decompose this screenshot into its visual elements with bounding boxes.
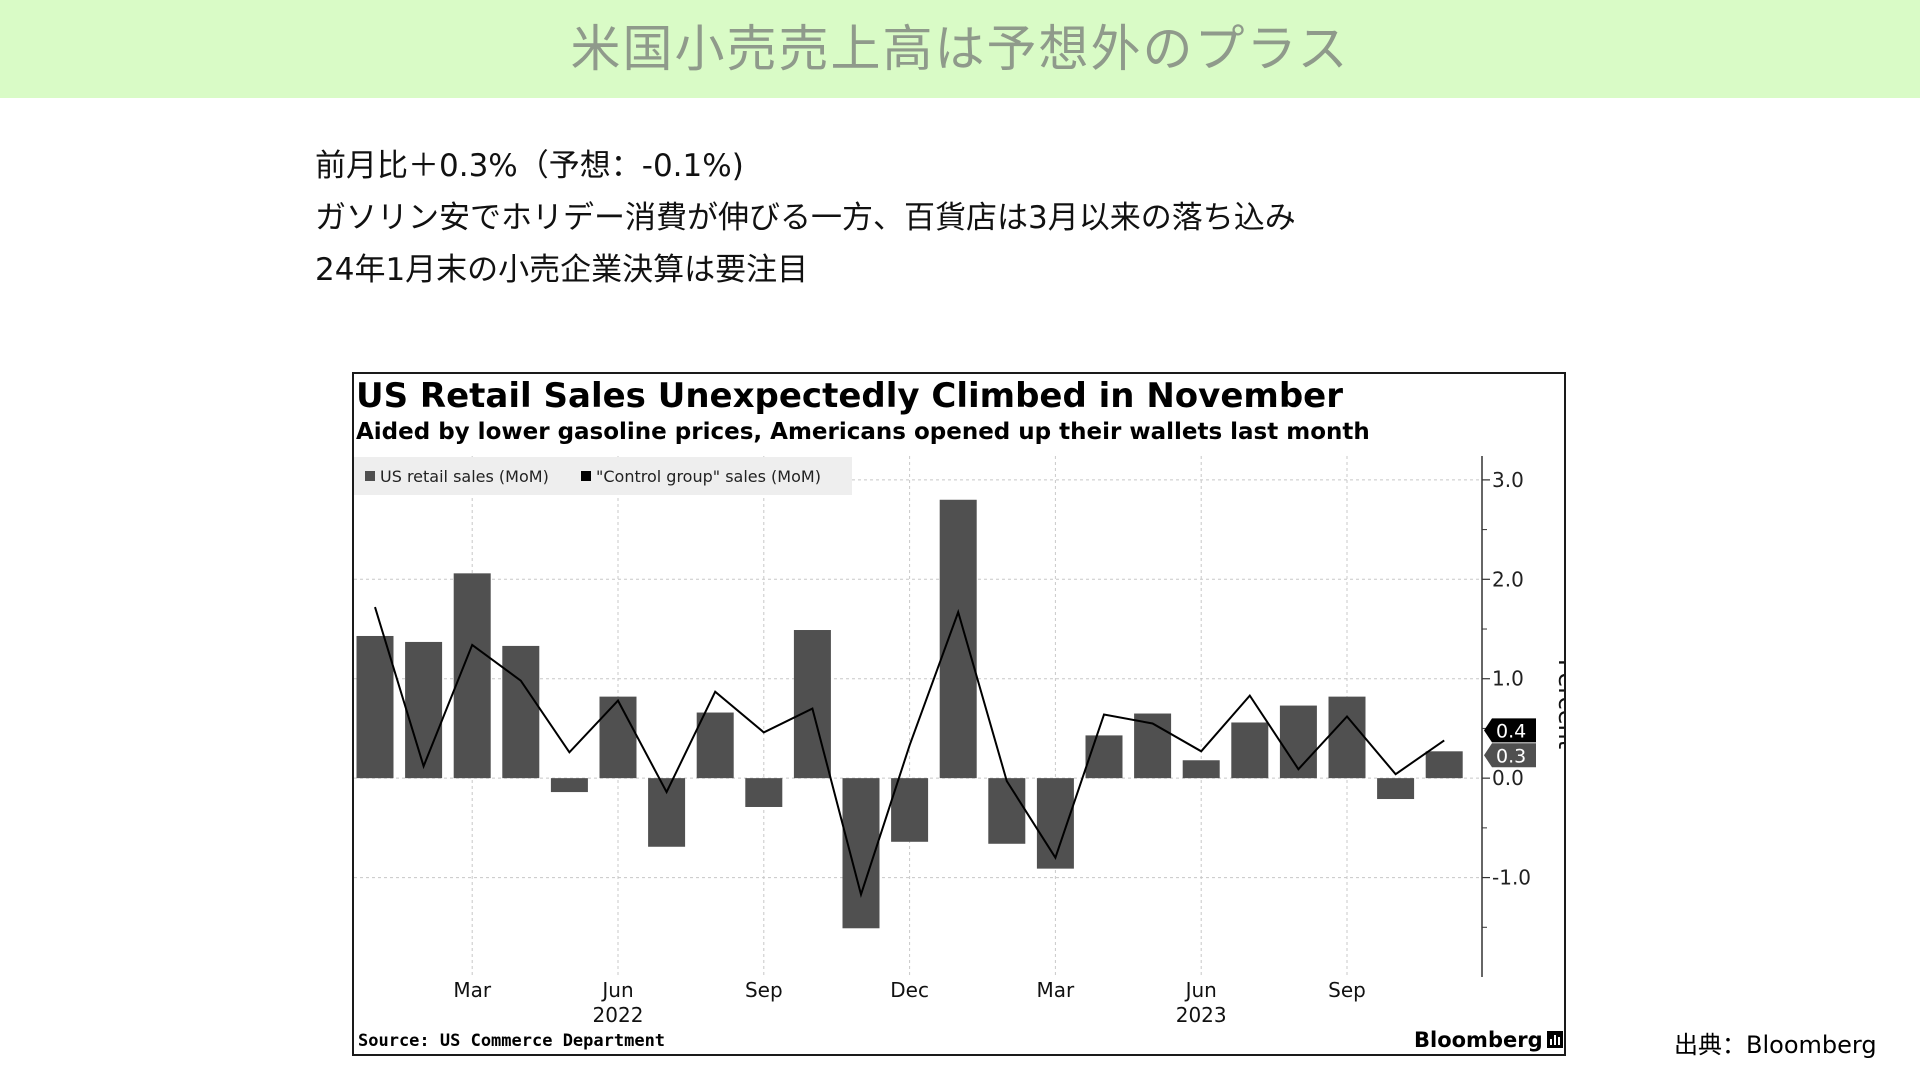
x-tick-label: Jun xyxy=(600,978,633,1002)
end-value-tag xyxy=(1484,743,1536,768)
bar-retail-sales xyxy=(648,778,686,847)
summary-line-1: 前月比＋0.3%（予想：-0.1%) xyxy=(315,148,744,184)
bar-retail-sales xyxy=(599,696,637,779)
x-tick-label: Sep xyxy=(745,978,783,1002)
y-axis-title: Percent xyxy=(1553,659,1564,749)
y-tick-label: 1.0 xyxy=(1492,667,1524,691)
chart-subtitle: Aided by lower gasoline prices, American… xyxy=(356,419,1370,445)
bar-retail-sales xyxy=(356,635,394,779)
x-axis: Mar Jun Sep Dec Mar Jun Sep 2022 2023 xyxy=(453,978,1366,1027)
bar-retail-sales xyxy=(1182,760,1220,779)
end-value-tag xyxy=(1484,718,1536,743)
chart-title: US Retail Sales Unexpectedly Climbed in … xyxy=(356,376,1343,416)
chart-canvas: US retail sales (MoM) "Control group" sa… xyxy=(354,456,1564,1027)
bar-retail-sales xyxy=(1377,778,1415,800)
bar-series xyxy=(356,499,1463,929)
x-tick-label: Dec xyxy=(890,978,929,1002)
x-tick-label: Jun xyxy=(1184,978,1217,1002)
bar-retail-sales xyxy=(1085,735,1123,779)
bar-retail-sales xyxy=(550,778,588,793)
bar-retail-sales xyxy=(502,645,540,779)
slide-title: 米国小売売上高は予想外のプラス xyxy=(570,20,1350,78)
brand-name: Bloomberg xyxy=(1414,1028,1543,1052)
y-tick-label: 2.0 xyxy=(1492,567,1524,591)
end-value-label: 0.4 xyxy=(1496,720,1526,742)
bar-retail-sales xyxy=(1279,705,1317,779)
x-tick-label: Mar xyxy=(453,978,492,1002)
legend: US retail sales (MoM) "Control group" sa… xyxy=(354,457,852,495)
summary-line-2: ガソリン安でホリデー消費が伸びる一方、百貨店は3月以来の落ち込み xyxy=(315,200,1296,236)
legend-label-retail-sales: US retail sales (MoM) xyxy=(380,467,549,486)
legend-background xyxy=(354,457,852,495)
x-year-label: 2023 xyxy=(1176,1003,1227,1027)
legend-swatch-control-group xyxy=(581,471,591,481)
line-series xyxy=(374,606,1445,899)
y-tick-label: 3.0 xyxy=(1492,468,1524,492)
y-tick-label: -1.0 xyxy=(1492,866,1531,890)
bar-retail-sales xyxy=(842,778,880,929)
x-year-label: 2022 xyxy=(593,1003,644,1027)
summary-text: 前月比＋0.3%（予想：-0.1%) ガソリン安でホリデー消費が伸びる一方、百貨… xyxy=(315,140,1615,296)
title-banner: 米国小売売上高は予想外のプラス xyxy=(0,0,1920,98)
bar-retail-sales xyxy=(1425,751,1463,779)
credit-note: 出典：Bloomberg xyxy=(1674,1031,1877,1059)
end-value-label: 0.3 xyxy=(1496,745,1526,767)
x-tick-label: Mar xyxy=(1037,978,1076,1002)
bloomberg-chart-icon xyxy=(1547,1031,1563,1048)
x-tick-label: Sep xyxy=(1328,978,1366,1002)
legend-swatch-retail-sales xyxy=(365,471,375,481)
y-axis: 3.0 2.0 1.0 0.0 -1.0 0.4 0.3 xyxy=(1481,456,1536,977)
bar-retail-sales xyxy=(1231,722,1269,779)
line-control-group xyxy=(374,606,1445,899)
chart-panel: US Retail Sales Unexpectedly Climbed in … xyxy=(352,372,1566,1056)
chart-source: Source: US Commerce Department xyxy=(358,1031,666,1051)
bar-retail-sales xyxy=(891,778,929,842)
legend-label-control-group: "Control group" sales (MoM) xyxy=(596,467,821,486)
bar-retail-sales xyxy=(745,778,783,807)
summary-line-3: 24年1月末の小売企業決算は要注目 xyxy=(315,252,809,288)
y-tick-label: 0.0 xyxy=(1492,766,1524,790)
bar-retail-sales xyxy=(988,778,1026,844)
bloomberg-logo: Bloomberg xyxy=(1414,1028,1563,1052)
bar-retail-sales xyxy=(939,499,977,779)
bar-retail-sales xyxy=(696,712,734,779)
bar-retail-sales xyxy=(1328,696,1366,779)
bar-retail-sales xyxy=(405,641,443,779)
